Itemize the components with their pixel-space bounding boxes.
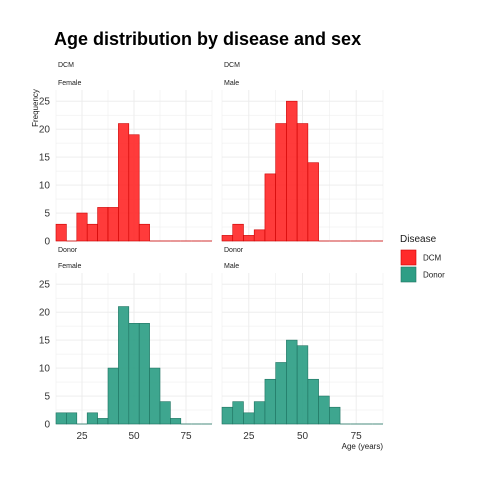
facet-panel-dcm-female: DCM Female 0 5 10 15 20 25	[39, 62, 213, 248]
histogram-bar	[232, 223, 244, 242]
histogram-bar	[128, 323, 140, 425]
histogram-bar	[253, 401, 266, 425]
histogram-bar	[296, 123, 309, 242]
y-tick-label: 0	[44, 420, 50, 431]
histogram-bar	[107, 207, 119, 242]
histogram-bar	[170, 418, 182, 425]
histogram-bar	[318, 395, 330, 425]
strip-label-disease: Donor	[58, 247, 78, 254]
histogram-bar	[128, 134, 140, 242]
x-tick-label: 50	[128, 431, 140, 442]
histogram-bar	[55, 412, 67, 425]
y-tick-label: 25	[39, 280, 51, 291]
histogram-bar	[66, 412, 78, 425]
x-tick-label: 25	[76, 431, 88, 442]
legend-swatch	[400, 266, 417, 283]
histogram-bar	[296, 345, 309, 425]
histogram-bar	[307, 162, 319, 242]
y-tick-label: 15	[39, 336, 51, 347]
histogram-bar	[221, 406, 234, 425]
legend-title: Disease	[400, 234, 437, 245]
strip-label-disease: Donor	[224, 247, 244, 254]
histogram-bar	[243, 235, 255, 242]
histogram-bar	[329, 406, 341, 425]
histogram-bar	[275, 123, 287, 242]
y-tick-label: 20	[39, 125, 51, 136]
strip-label-disease: DCM	[58, 62, 74, 69]
x-tick-label: 50	[297, 431, 309, 442]
histogram-bar	[107, 367, 119, 425]
facet-panel-donor-female: Donor Female 0 5 10 15 20 25 25 50 75	[39, 247, 213, 442]
y-tick-label: 10	[39, 364, 51, 375]
histogram-bar	[232, 401, 244, 425]
histogram-bar	[243, 412, 255, 425]
y-tick-label: 25	[39, 97, 51, 108]
histogram-bar	[286, 100, 298, 242]
strip-label-sex: Female	[58, 80, 81, 87]
histogram-bar	[138, 223, 150, 242]
facet-panel-dcm-male: DCM Male	[221, 62, 384, 242]
y-tick-label: 5	[44, 392, 50, 403]
histogram-bar	[138, 323, 150, 425]
histogram-bar	[159, 401, 171, 425]
histogram-bar	[97, 207, 109, 242]
y-tick-label: 15	[39, 153, 51, 164]
histogram-bar	[275, 362, 287, 425]
histogram-bar	[86, 223, 98, 242]
facet-panels: DCM Female 0 5 10 15 20 25 DCM Male Donor Female 0 5 1…	[39, 62, 384, 442]
x-tick-label: 75	[351, 431, 363, 442]
y-tick-label: 5	[44, 209, 50, 220]
histogram-bar	[76, 212, 88, 242]
histogram-bar	[264, 173, 276, 242]
y-tick-label: 0	[44, 237, 50, 248]
histogram-bar	[97, 418, 109, 425]
histogram-bar	[118, 306, 130, 425]
chart-title: Age distribution by disease and sex	[54, 29, 361, 49]
y-tick-label: 20	[39, 308, 51, 319]
strip-label-sex: Male	[224, 263, 239, 270]
histogram-bar	[286, 339, 298, 425]
x-axis-label: Age (years)	[342, 442, 384, 451]
legend-label: Donor	[423, 271, 445, 280]
legend: Disease DCM Donor	[400, 234, 445, 283]
histogram-bar	[149, 367, 161, 425]
strip-label-sex: Male	[224, 80, 239, 87]
histogram-bar	[118, 123, 130, 242]
histogram-bar	[264, 378, 276, 425]
strip-label-disease: DCM	[224, 62, 240, 69]
facet-panel-donor-male: Donor Male 25 50 75	[221, 247, 384, 442]
legend-swatch	[400, 249, 417, 266]
histogram-bar	[55, 223, 67, 242]
legend-label: DCM	[423, 254, 442, 263]
histogram-bar	[307, 378, 319, 425]
x-tick-label: 25	[243, 431, 255, 442]
y-axis-label: Frequency	[31, 89, 40, 127]
histogram-bar	[253, 229, 266, 242]
histogram-bar	[86, 412, 98, 425]
y-tick-label: 10	[39, 181, 51, 192]
histogram-bar	[221, 235, 234, 242]
strip-label-sex: Female	[58, 263, 81, 270]
x-tick-label: 75	[180, 431, 192, 442]
